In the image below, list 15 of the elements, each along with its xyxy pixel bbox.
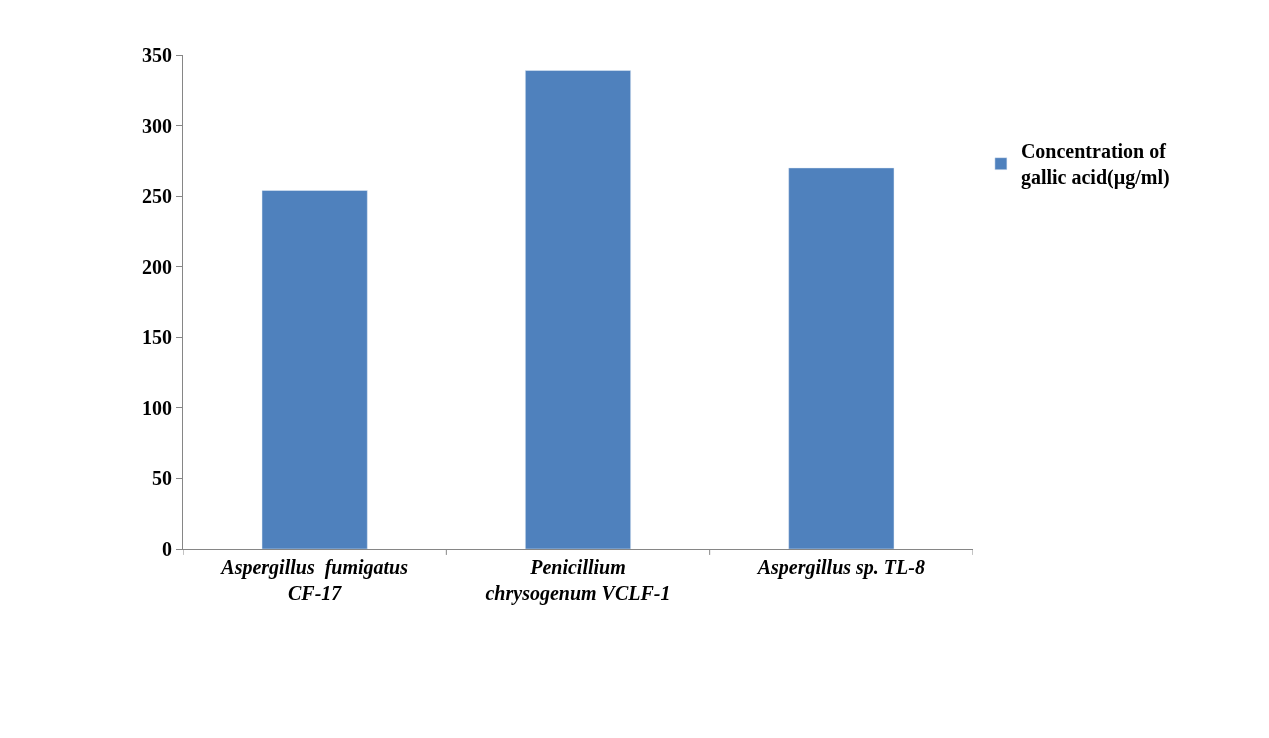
x-tick-label: Aspergillus sp. TL-8 (755, 556, 925, 579)
y-tick-label: 0 (162, 538, 172, 560)
y-tick-label: 350 (142, 44, 172, 66)
x-tick-label: Penicillium chrysogenum VCLF-1 (485, 556, 671, 605)
y-tick-label: 150 (142, 326, 172, 349)
y-tick-label: 250 (142, 185, 172, 208)
bar (261, 190, 368, 549)
y-tick-label: 50 (152, 467, 172, 490)
bar (525, 70, 631, 549)
x-tick-label: Aspergillus fumigatus CF-17 (219, 556, 409, 604)
y-tick-label: 300 (142, 114, 172, 137)
y-tick-label: 200 (142, 255, 172, 278)
legend-label: Concentration of gallic acid(µg/ml) (1020, 140, 1170, 190)
bar (788, 167, 895, 549)
y-tick-label: 100 (142, 396, 172, 419)
